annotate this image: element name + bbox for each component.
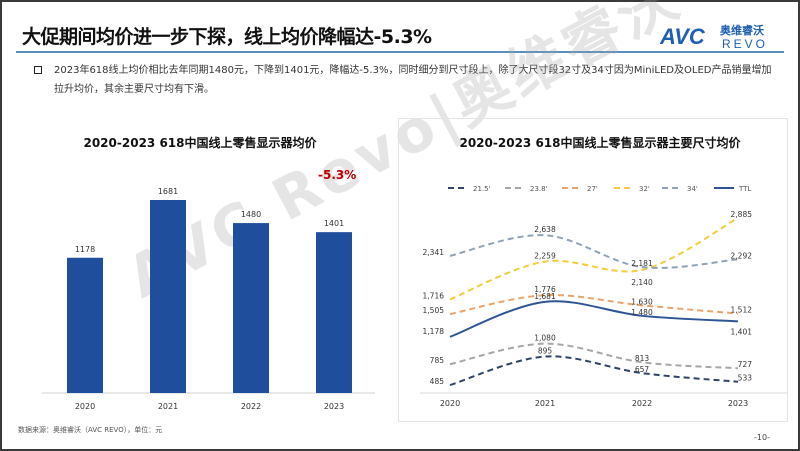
legend-label: 27'	[587, 185, 598, 193]
data-label: 727	[738, 360, 753, 369]
bar-2023	[316, 232, 352, 393]
bar-2021	[150, 200, 186, 393]
bar-value-label: 1480	[241, 210, 261, 219]
data-label: 2,181	[631, 259, 653, 268]
svg-text:奥维睿沃: 奥维睿沃	[719, 23, 765, 37]
legend-label: 23.8'	[530, 185, 548, 193]
legend-label: TTL	[738, 185, 751, 193]
svg-text:AVC: AVC	[660, 24, 706, 49]
series-line-3	[449, 217, 739, 301]
bullet-square-icon	[34, 66, 42, 74]
data-label: 895	[538, 347, 553, 356]
series-line-1	[449, 342, 739, 370]
title-divider	[16, 51, 784, 53]
line-x-tick-label: 2021	[535, 399, 555, 408]
bar-x-tick-label: 2022	[241, 402, 261, 411]
line-x-tick-label: 2022	[632, 399, 652, 408]
data-label: 813	[635, 354, 650, 363]
data-label: 2,259	[534, 252, 556, 261]
bar-x-tick-label: 2023	[324, 402, 344, 411]
data-label: 1,512	[731, 306, 753, 315]
bar-value-label: 1401	[324, 219, 344, 228]
data-label: 2,341	[423, 248, 445, 257]
data-label: 2,885	[731, 210, 753, 219]
page-number: -10-	[754, 433, 770, 442]
series-line-2	[449, 294, 739, 316]
series-line-0	[449, 355, 739, 387]
data-label: 1,505	[423, 306, 445, 315]
legend-label: 32'	[639, 185, 650, 193]
line-x-tick-label: 2023	[728, 399, 748, 408]
line-chart-title: 2020-2023 618中国线上零售显示器主要尺寸均价	[459, 136, 741, 150]
legend-label: 21.5'	[473, 185, 491, 193]
legend-label: 34'	[687, 185, 698, 193]
avc-revo-logo: AVC 奥维睿沃 REVO	[660, 23, 768, 50]
slide-title: 大促期间均价进一步下探，线上均价降幅达-5.3%	[22, 26, 432, 48]
summary-bullet: 2023年618线上均价相比去年同期1480元，下降到1401元，降幅达-5.3…	[34, 61, 774, 99]
data-label: 657	[635, 365, 650, 374]
data-label: 1,716	[423, 291, 445, 300]
bar-value-label: 1681	[158, 187, 178, 196]
bar-2020	[67, 257, 103, 393]
line-chart-panel	[398, 118, 788, 422]
data-label: 1,630	[631, 297, 653, 306]
series-line-5	[449, 300, 739, 338]
series-line-4	[449, 234, 739, 269]
data-label: 1,681	[534, 292, 556, 301]
data-label: 1,401	[731, 327, 753, 336]
bar-chart-title: 2020-2023 618中国线上零售显示器均价	[83, 136, 317, 150]
data-label: 785	[430, 356, 445, 365]
data-label: 1,178	[423, 327, 445, 336]
bar-x-tick-label: 2020	[75, 402, 95, 411]
data-label: 1,776	[534, 285, 556, 294]
summary-text: 2023年618线上均价相比去年同期1480元，下降到1401元，降幅达-5.3…	[54, 65, 772, 95]
bar-value-label: 1178	[75, 245, 95, 254]
bar-2022	[233, 223, 269, 393]
data-label: 533	[738, 374, 753, 383]
data-label: 1,480	[631, 308, 653, 317]
data-label: 1,080	[534, 334, 556, 343]
data-source: 数据来源：奥维睿沃（AVC REVO），单位：元	[18, 426, 163, 434]
data-label: 2,292	[731, 251, 753, 260]
yoy-change-annotation: -5.3%	[318, 168, 357, 182]
svg-text:REVO: REVO	[722, 37, 768, 50]
data-label: 485	[430, 377, 445, 386]
data-label: 2,140	[631, 278, 653, 287]
line-x-tick-label: 2020	[440, 399, 460, 408]
data-label: 2,638	[534, 225, 556, 234]
bar-x-tick-label: 2021	[158, 402, 178, 411]
